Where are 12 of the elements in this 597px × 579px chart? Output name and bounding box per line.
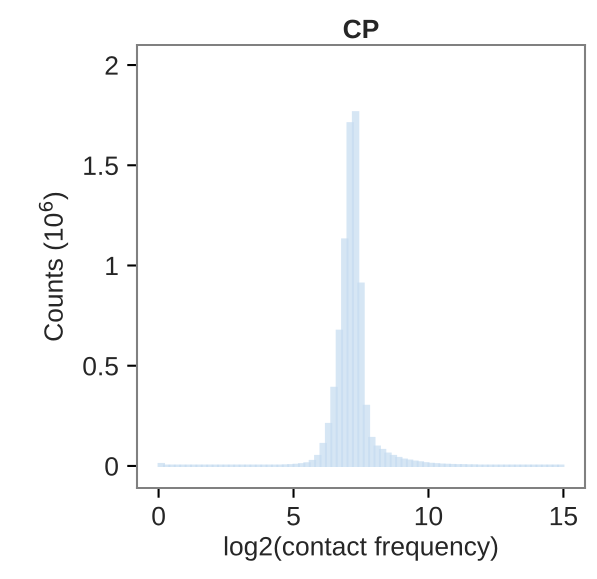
chart-title: CP: [344, 20, 378, 38]
x-tick-label: 0: [152, 506, 165, 526]
x-tick-label: 5: [287, 507, 300, 526]
y-axis-title: Counts (10$^{6}$): [38, 192, 68, 340]
y-tick-label: 0.5: [83, 356, 118, 376]
y-tick-label: 1: [106, 256, 118, 276]
x-tick-label: 15: [550, 507, 577, 526]
y-tick-label: 2: [106, 56, 118, 75]
x-tick-label: 10: [416, 506, 442, 526]
y-tick-label: 0: [105, 457, 118, 476]
x-axis-title: log2(contact frequency): [224, 536, 498, 561]
y-tick-label: 1.5: [84, 156, 118, 176]
